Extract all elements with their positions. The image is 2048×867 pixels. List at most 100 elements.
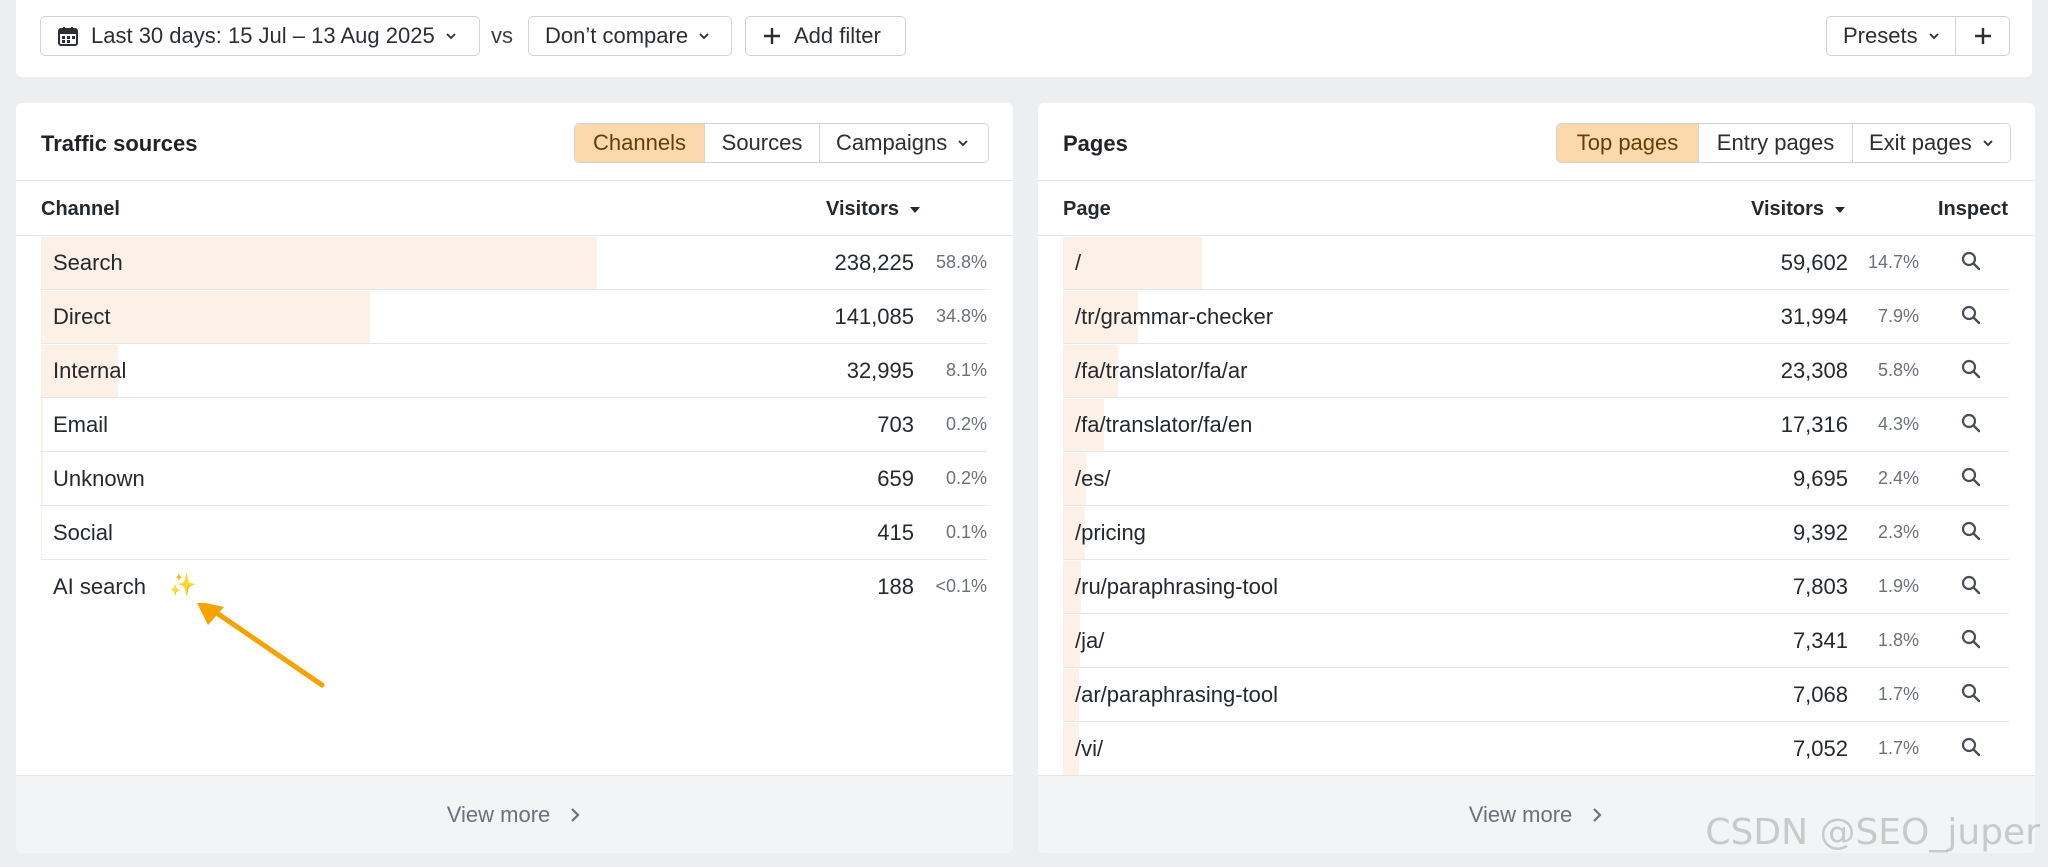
share-bar [1063,507,1085,559]
search-icon[interactable] [1960,250,1984,274]
share-bar [41,237,597,289]
tab-exit-pages-label: Exit pages [1869,130,1972,155]
visitors-header-label: Visitors [1751,198,1824,220]
chevron-right-icon [571,807,580,822]
row-divider [41,451,987,452]
page-path: / [1075,250,1082,275]
row-divider [41,289,987,290]
tab-entry-pages[interactable]: Entry pages [1699,124,1853,162]
search-icon[interactable] [1960,358,1984,382]
date-range-label: Last 30 days: 15 Jul – 13 Aug 2025 [91,23,435,48]
column-header-visitors[interactable]: Visitors [826,198,921,221]
visitor-percent: <0.1% [935,576,987,596]
visitor-percent: 7.9% [1877,306,1919,326]
table-row[interactable]: Search 238,225 58.8% [41,236,987,290]
table-row[interactable]: Email 703 0.2% [41,398,987,452]
table-row[interactable]: /fa/translator/fa/ar 23,308 5.8% [1063,344,2009,398]
search-icon[interactable] [1960,628,1984,652]
share-bar [41,345,118,397]
visitor-percent: 1.8% [1877,630,1919,650]
search-icon[interactable] [1960,412,1984,436]
visitor-percent: 0.2% [945,468,987,488]
visitor-count: 238,225 [834,250,914,275]
divider [1038,235,2035,236]
date-range-picker[interactable]: Last 30 days: 15 Jul – 13 Aug 2025 [40,16,480,56]
tab-top-pages[interactable]: Top pages [1557,124,1699,162]
table-row[interactable]: /ar/paraphrasing-tool 7,068 1.7% [1063,668,2009,722]
add-filter-button[interactable]: Add filter [745,16,906,56]
column-header-visitors[interactable]: Visitors [1751,198,1846,221]
view-more-channels[interactable]: View more [16,775,1013,853]
search-icon[interactable] [1960,736,1984,760]
view-more-label: View more [446,801,551,827]
row-divider [1063,289,2009,290]
share-bar [1063,723,1079,775]
table-row[interactable]: /ru/paraphrasing-tool 7,803 1.9% [1063,560,2009,614]
row-divider [1063,613,2009,614]
table-row[interactable]: /tr/grammar-checker 31,994 7.9% [1063,290,2009,344]
table-row[interactable]: AI search ✨ 188 <0.1% [41,560,987,614]
search-icon[interactable] [1960,682,1984,706]
compare-dropdown[interactable]: Don’t compare [528,16,732,56]
row-divider [41,559,987,560]
table-row[interactable]: /es/9,695 2.4% [1063,452,2009,506]
panel-title: Traffic sources [41,131,198,156]
filter-bar: Last 30 days: 15 Jul – 13 Aug 2025 vs Do… [16,0,2032,77]
column-header-channel: Channel [41,198,120,220]
sort-desc-icon [909,207,920,213]
visitor-count: 7,341 [1792,628,1848,653]
divider [16,235,1013,236]
visitor-percent: 2.4% [1877,468,1919,488]
search-icon[interactable] [1960,574,1984,598]
tab-sources[interactable]: Sources [705,124,820,162]
visitor-count: 141,085 [834,304,914,329]
share-bar [41,453,43,505]
page-path: /fa/translator/fa/en [1075,412,1253,437]
table-row[interactable]: Internal 32,995 8.1% [41,344,987,398]
visitor-count: 188 [877,574,914,599]
calendar-icon [58,27,78,46]
tab-campaigns[interactable]: Campaigns [820,124,988,162]
visitor-percent: 1.7% [1877,684,1919,704]
row-divider [1063,343,2009,344]
page-path: /ar/paraphrasing-tool [1075,682,1279,707]
table-row[interactable]: Unknown 659 0.2% [41,452,987,506]
share-bar [1063,345,1118,397]
table-row[interactable]: /vi/7,052 1.7% [1063,722,2009,776]
view-more-pages[interactable]: View more [1038,775,2035,853]
table-row[interactable]: Social 415 0.1% [41,506,987,560]
arrow-annotation [197,603,325,688]
page-path: /es/ [1075,466,1111,491]
row-divider [1063,451,2009,452]
table-row[interactable]: Direct 141,085 34.8% [41,290,987,344]
search-icon[interactable] [1960,466,1984,490]
tab-exit-pages[interactable]: Exit pages [1853,124,2010,162]
add-preset-button[interactable] [1955,16,2010,56]
page-path: /ja/ [1075,628,1105,653]
page-path: /ru/paraphrasing-tool [1075,574,1279,599]
sort-desc-icon [1834,207,1845,213]
share-bar [1063,561,1081,613]
table-row[interactable]: /pricing 9,392 2.3% [1063,506,2009,560]
table-row[interactable]: /ja/7,341 1.8% [1063,614,2009,668]
table-row[interactable]: / 59,602 14.7% [1063,236,2009,290]
visitor-percent: 4.3% [1877,414,1919,434]
add-filter-label: Add filter [794,23,881,48]
page-path: /vi/ [1075,736,1104,761]
search-icon[interactable] [1960,520,1984,544]
search-icon[interactable] [1960,304,1984,328]
chevron-down-icon [1928,33,1939,40]
row-divider [1063,397,2009,398]
watermark: CSDN @SEO_juper [1705,812,2040,853]
presets-label: Presets [1843,23,1918,48]
page-path: /tr/grammar-checker [1075,304,1274,329]
share-bar [1063,399,1104,451]
presets-dropdown[interactable]: Presets [1826,16,1956,56]
tab-channels[interactable]: Channels [575,124,705,162]
table-row[interactable]: /fa/translator/fa/en 17,316 4.3% [1063,398,2009,452]
row-divider [1063,667,2009,668]
divider [1038,180,2035,181]
tab-campaigns-label: Campaigns [836,130,948,155]
share-bar [41,507,42,559]
visitor-percent: 58.8% [935,252,987,272]
